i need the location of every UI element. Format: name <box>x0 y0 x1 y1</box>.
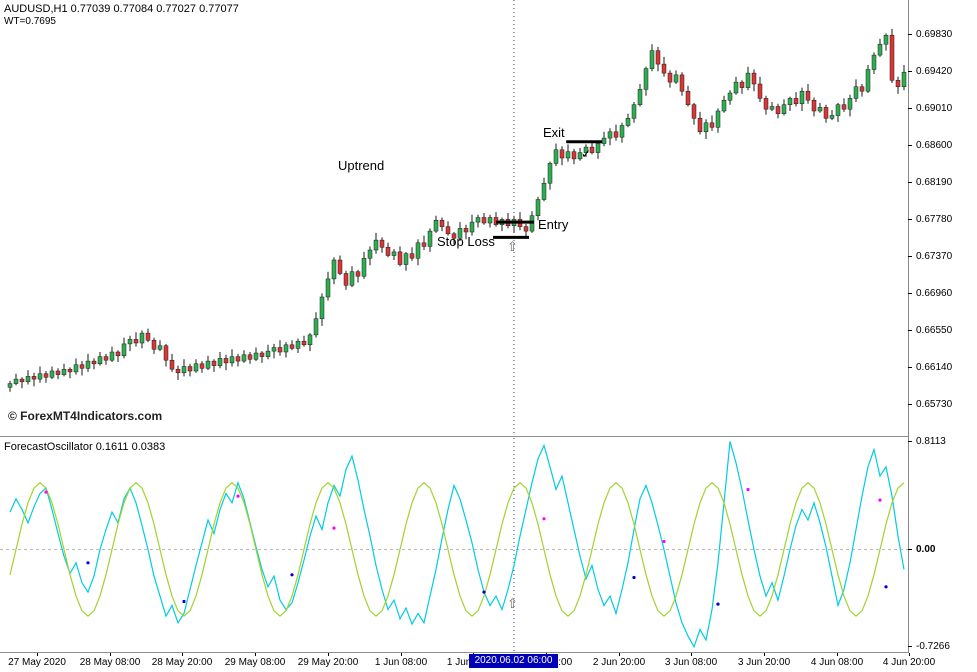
oscillator-line-forecast <box>9 441 905 649</box>
time-axis-tick <box>110 653 111 656</box>
time-axis[interactable]: 2020.06.02 06:00 27 May 2020 28 May 08:00… <box>0 653 977 672</box>
time-axis-label: 28 May 20:00 <box>151 657 213 668</box>
signal-dot-up <box>332 526 336 530</box>
price-axis-label: 0.66550 <box>916 325 953 336</box>
annotation-entry[interactable]: Entry <box>538 217 569 232</box>
wt-indicator-value: WT=0.7695 <box>4 16 56 27</box>
signal-dot-down <box>482 590 486 594</box>
oscillator-line-signal <box>9 481 905 617</box>
price-axis-label: 0.66140 <box>916 362 953 373</box>
time-axis-tick <box>619 653 620 656</box>
time-axis-tick <box>182 653 183 656</box>
time-axis-label: 3 Jun 20:00 <box>737 657 791 668</box>
price-axis[interactable]: 0.69830 0.69420 0.69010 0.68600 0.68190 0.677… <box>908 0 977 653</box>
signal-dot-down <box>86 561 90 565</box>
time-axis-label: 3 Jun 08:00 <box>664 657 718 668</box>
signal-dot-up <box>746 487 750 492</box>
time-axis-tick <box>328 653 329 656</box>
signal-dot-up <box>542 517 546 521</box>
time-axis-label: 2 Jun 20:00 <box>592 657 646 668</box>
axis-tick <box>908 549 912 550</box>
annotation-exit[interactable]: Exit <box>543 125 565 140</box>
time-axis-tick <box>401 653 402 656</box>
time-axis-tick <box>837 653 838 656</box>
axis-tick <box>908 145 912 146</box>
axis-tick <box>908 108 912 109</box>
axis-tick <box>908 219 912 220</box>
price-axis-label: 0.69830 <box>916 29 953 40</box>
signal-dot-up <box>236 494 240 498</box>
signal-dot-up <box>662 539 666 544</box>
price-axis-label: 0.66960 <box>916 288 953 299</box>
time-axis-label: 27 May 2020 <box>8 657 66 668</box>
axis-tick <box>908 646 912 647</box>
price-axis-label: 0.00 <box>916 544 936 555</box>
signal-dot-up <box>878 498 882 502</box>
time-axis-tick <box>764 653 765 656</box>
price-axis-label: 0.68600 <box>916 140 953 151</box>
price-axis-border <box>908 0 909 653</box>
annotation-stop-loss[interactable]: Stop Loss <box>437 234 495 249</box>
oscillator-canvas[interactable] <box>0 438 908 652</box>
price-axis-label: 0.68190 <box>916 177 953 188</box>
panel-splitter[interactable] <box>0 436 977 437</box>
time-axis-tick <box>255 653 256 656</box>
axis-tick <box>908 71 912 72</box>
signal-dot-down <box>290 573 294 577</box>
axis-tick <box>908 182 912 183</box>
signal-dot-up <box>44 490 48 494</box>
oscillator-buy-arrow-icon: ⇧ <box>507 596 518 611</box>
price-axis-label: 0.8113 <box>916 436 946 447</box>
axis-tick <box>908 256 912 257</box>
time-axis-label: 29 May 20:00 <box>297 657 359 668</box>
axis-tick <box>908 441 912 442</box>
axis-tick <box>908 404 912 405</box>
time-axis-separator <box>0 652 977 653</box>
time-axis-label: 4 Jun 08:00 <box>810 657 864 668</box>
trade-level-lines[interactable] <box>493 140 603 239</box>
signal-dot-down <box>632 575 636 580</box>
oscillator-title: ForecastOscillator 0.1611 0.0383 <box>4 441 166 453</box>
price-axis-label: 0.67780 <box>916 214 953 225</box>
signal-dot-down <box>884 585 888 589</box>
buy-signal-arrow-icon: ⇧ <box>507 239 518 254</box>
axis-tick <box>908 34 912 35</box>
symbol-quote: AUDUSD,H1 0.77039 0.77084 0.77027 0.7707… <box>4 3 239 15</box>
candles-series <box>7 28 907 392</box>
watermark: © ForexMT4Indicators.com <box>8 409 163 423</box>
signal-dot-down <box>182 599 186 604</box>
price-axis-label: 0.69420 <box>916 66 953 77</box>
time-axis-tick <box>909 653 910 656</box>
time-axis-label: 29 May 08:00 <box>224 657 286 668</box>
checkmark-icon: ✓ <box>581 147 592 161</box>
price-axis-label: -0.7266 <box>916 641 950 652</box>
axis-tick <box>908 330 912 331</box>
price-axis-label: 0.65730 <box>916 399 953 410</box>
price-axis-label: 0.69010 <box>916 103 953 114</box>
time-axis-label: 28 May 08:00 <box>79 657 141 668</box>
axis-tick <box>908 367 912 368</box>
time-axis-tick <box>37 653 38 656</box>
price-axis-label: 0.67370 <box>916 251 953 262</box>
time-axis-label: 4 Jun 20:00 <box>882 657 936 668</box>
selected-time-badge: 2020.06.02 06:00 <box>469 654 558 668</box>
price-chart-canvas[interactable] <box>0 0 908 436</box>
time-axis-label: 1 Jun 08:00 <box>374 657 428 668</box>
annotation-uptrend[interactable]: Uptrend <box>338 158 385 173</box>
axis-tick <box>908 293 912 294</box>
time-axis-tick <box>691 653 692 656</box>
signal-dot-down <box>716 602 720 606</box>
